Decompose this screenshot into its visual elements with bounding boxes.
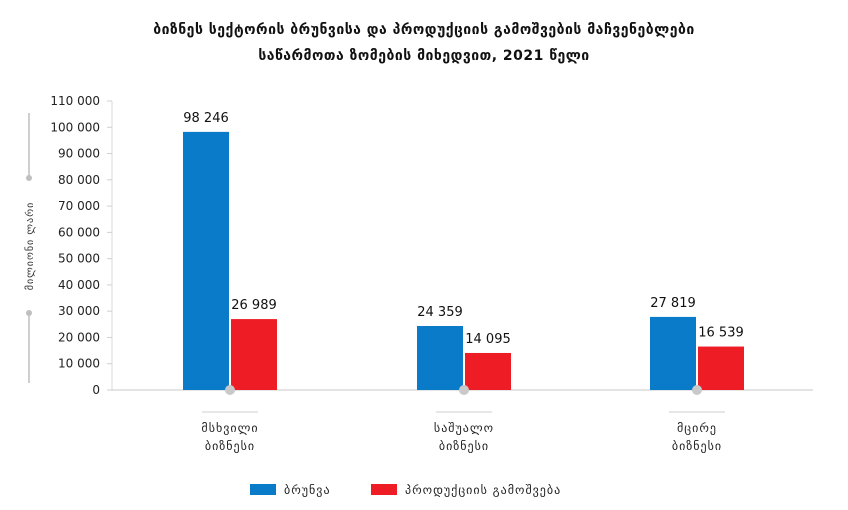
y-tick-label: 100 000 [50,120,100,134]
x-category-label: ბიზნესი [672,439,722,453]
bar-turnover [183,131,229,390]
y-tick-label: 50 000 [58,252,100,266]
data-label: 24 359 [417,305,463,320]
bar-output [698,346,744,390]
y-tick-label: 0 [92,383,100,397]
y-tick-label: 110 000 [50,94,100,108]
bar-turnover [417,326,463,390]
y-tick-label: 40 000 [58,278,100,292]
x-category-label: ბიზნესი [439,439,489,453]
bar-turnover [650,316,696,390]
data-label: 98 246 [183,111,229,126]
bar-output [465,352,511,390]
data-label: 27 819 [650,296,696,311]
x-category-label: მცირე [677,421,717,435]
data-label: 26 989 [231,298,277,313]
x-category-label: მსხვილი [201,421,258,435]
y-tick-label: 80 000 [58,173,100,187]
x-category-label: ბიზნესი [205,439,255,453]
y-tick-label: 60 000 [58,225,100,239]
y-title-bracket-dot-bottom [26,310,32,316]
bar-output [231,319,277,390]
data-label: 16 539 [698,326,744,341]
legend-label: პროდუქციის გამოშვება [405,483,561,497]
y-title-bracket-dot-top [26,175,32,181]
x-category-label: საშუალო [434,421,494,435]
y-tick-label: 20 000 [58,330,100,344]
category-marker [459,385,469,395]
legend-swatch [250,484,276,495]
category-marker [692,385,702,395]
y-tick-label: 90 000 [58,147,100,161]
y-axis-title: მილიონი ლარი [24,202,36,291]
category-marker [225,385,235,395]
chart-subtitle: საწარმოთა ზომების მიხედვით, 2021 წელი [258,48,590,64]
y-tick-label: 30 000 [58,304,100,318]
y-tick-label: 10 000 [58,357,100,371]
chart-title: ბიზნეს სექტორის ბრუნვისა და პროდუქციის გ… [153,22,695,38]
data-label: 14 095 [465,332,511,347]
legend-swatch [371,484,397,495]
legend-label: ბრუნვა [284,483,331,497]
y-tick-label: 70 000 [58,199,100,213]
